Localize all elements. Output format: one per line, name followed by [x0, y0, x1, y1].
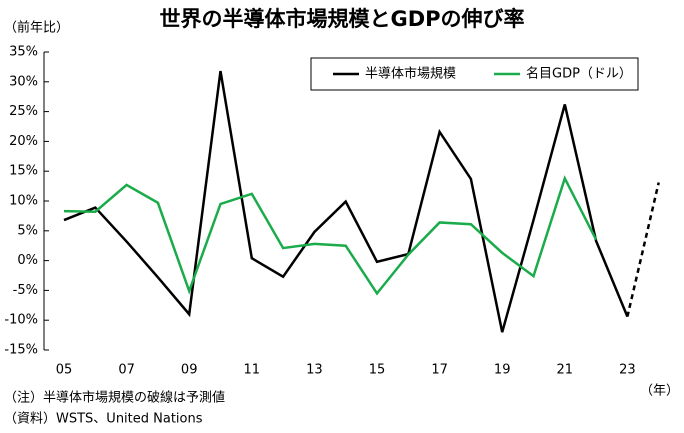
x-tick-label: 17 — [431, 363, 448, 378]
y-tick-label: -5% — [13, 283, 38, 298]
x-tick-label: 05 — [56, 363, 73, 378]
x-tick-label: 13 — [306, 363, 323, 378]
series-line — [63, 70, 629, 333]
y-tick-label: 15% — [9, 164, 38, 179]
y-tick-label: 35% — [9, 45, 38, 60]
series-line — [626, 182, 660, 317]
x-tick-label: 21 — [557, 363, 574, 378]
legend-label: 半導体市場規模 — [365, 66, 456, 82]
note: （資料）WSTS、United Nations — [4, 412, 203, 427]
legend-box — [310, 57, 639, 91]
y-tick-label: 5% — [17, 223, 38, 238]
y-tick-label: 20% — [9, 134, 38, 149]
y-tick-label: 0% — [17, 253, 38, 268]
y-tick-label: -10% — [4, 313, 38, 328]
x-tick-label: 23 — [619, 363, 636, 378]
y-tick-label: 10% — [9, 194, 38, 209]
y-unit: （前年比） — [4, 20, 69, 36]
y-tick-label: -15% — [4, 343, 38, 358]
x-tick-label: 09 — [181, 363, 198, 378]
y-tick-label: 25% — [9, 104, 38, 119]
x-tick-label: 19 — [494, 363, 511, 378]
x-tick-label: 15 — [369, 363, 386, 378]
x-unit: （年） — [640, 384, 679, 399]
x-tick-label: 07 — [118, 363, 135, 378]
y-tick-label: 30% — [9, 74, 38, 89]
note: （注）半導体市場規模の破線は予測値 — [4, 390, 225, 406]
x-tick-label: 11 — [244, 363, 261, 378]
chart-title: 世界の半導体市場規模とGDPの伸び率 — [159, 7, 524, 31]
legend-label: 名目GDP（ドル） — [526, 66, 632, 82]
series-line — [63, 175, 598, 296]
